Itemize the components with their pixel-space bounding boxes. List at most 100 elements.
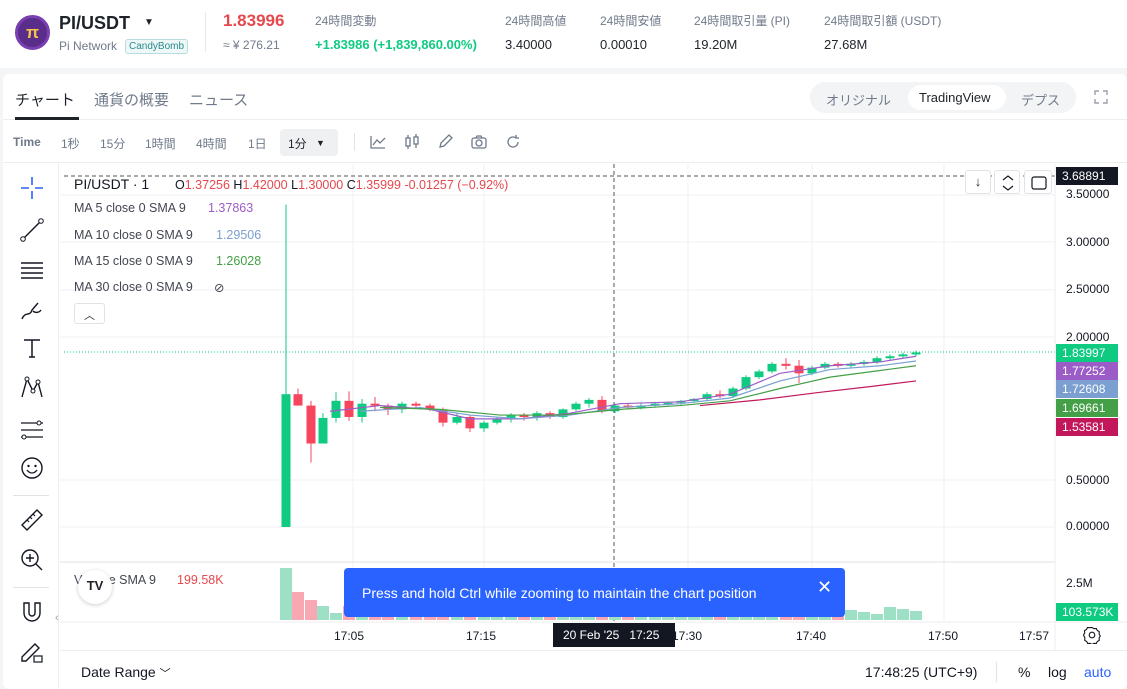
moving-averages [329,355,917,420]
fullscreen-icon[interactable] [1093,89,1109,105]
magnet-icon[interactable] [19,599,45,625]
candle-body [306,405,316,444]
collapse-legend-icon[interactable]: ︿ [74,303,105,324]
fib-icon[interactable] [19,417,45,443]
pair-name[interactable]: PI/USDT [59,13,131,33]
candles [281,204,921,527]
network-name: Pi Network [59,39,118,53]
divider [205,12,206,52]
lock-pencil-icon[interactable] [19,639,45,665]
candle-body [584,399,594,404]
candle-body [357,403,367,417]
candle-body [872,358,882,362]
caret-down-icon[interactable]: ▼ [316,138,325,148]
interval-1h[interactable]: 1時間 [145,137,176,151]
ma15-label[interactable]: MA 15 close 0 SMA 9 [74,254,193,268]
date-range-button[interactable]: Date Range ﹀ [81,664,171,680]
candle-body [293,394,303,406]
interval-1s[interactable]: 1秒 [61,137,80,151]
divider [996,662,997,682]
chevron-left-icon[interactable]: ‹ [55,612,59,624]
volume-bar [845,610,857,620]
panel-tabs: チャート 通貨の概要 ニュース オリジナル TradingView デプス [3,74,1127,120]
interval-4h[interactable]: 4時間 [196,137,227,151]
divider [13,495,49,496]
text-icon[interactable] [19,335,45,361]
candle-body [663,402,673,405]
close-icon[interactable]: ✕ [817,577,833,597]
price-tick: 0.50000 [1066,473,1110,487]
stat-label-high: 24時間高値 [505,14,567,28]
tradingview-logo[interactable]: TV [78,570,112,604]
tab-news[interactable]: ニュース [189,92,249,109]
zoom-in-icon[interactable] [19,547,45,573]
line-chart-icon[interactable] [369,134,387,150]
chart-toolbar: Time 1秒 15分 1時間 4時間 1日 1分 ▼ [3,121,1127,163]
tab-chart[interactable]: チャート [15,92,75,109]
collapse-icon[interactable] [994,170,1020,194]
arrow-down-icon[interactable]: ↓ [965,170,991,194]
emoji-icon[interactable] [19,455,45,481]
time-tick: 17:57 [1019,629,1050,643]
trendline-icon[interactable] [19,217,45,243]
candybomb-tag[interactable]: CandyBomb [125,39,189,54]
log-toggle[interactable]: log [1048,664,1067,680]
candle-body [479,422,489,429]
candle-body [898,354,908,357]
settings-icon[interactable] [1082,626,1101,646]
candle-body [807,367,817,374]
candle-body [438,409,448,423]
candle-body [846,363,856,366]
candle-body [465,416,475,429]
time-tick: 17:40 [796,629,827,643]
camera-icon[interactable] [470,134,488,150]
interval-time[interactable]: Time [13,135,41,149]
clock[interactable]: 17:48:25 (UTC+9) [865,664,978,680]
pencil-icon[interactable] [437,134,455,150]
interval-15m[interactable]: 15分 [100,137,126,151]
pattern-icon[interactable] [19,375,45,401]
candle-body [571,403,581,410]
view-tradingview[interactable]: TradingView [919,90,991,105]
candle-body [492,418,502,423]
candle-body [767,363,777,372]
reset-scale-icon[interactable] [1024,170,1052,194]
interval-1d[interactable]: 1日 [248,137,267,151]
ma10-label[interactable]: MA 10 close 0 SMA 9 [74,228,193,242]
ruler-icon[interactable] [19,507,45,533]
volume-bar [292,592,304,620]
divider [354,133,355,151]
candle-body [331,400,341,418]
volume-bar [753,614,765,620]
view-mode-switch: オリジナル TradingView デプス [810,82,1076,113]
reset-icon[interactable] [504,134,522,150]
ma15-value: 1.26028 [216,254,262,268]
ma30-label[interactable]: MA 30 close 0 SMA 9 [74,280,193,294]
volume-bar [396,614,408,620]
crosshair-icon[interactable] [19,175,45,201]
percent-toggle[interactable]: % [1018,664,1031,680]
ma5-value: 1.37863 [208,201,254,215]
volume-value: 199.58K [177,573,224,587]
candle-body [754,371,764,378]
tab-overview[interactable]: 通貨の概要 [94,92,170,109]
caret-down-icon[interactable]: ▼ [144,17,154,28]
stat-value-change: +1.83986 (+1,839,860.00%) [315,37,477,52]
interval-highlight [280,129,338,156]
chart-grid [60,164,1055,622]
auto-toggle[interactable]: auto [1084,664,1112,680]
view-original[interactable]: オリジナル [826,93,892,108]
time-tick: 17:30 [672,629,703,643]
legend-symbol[interactable]: PI/USDT · 1 [74,176,150,192]
interval-selected[interactable]: 1分 [288,137,307,151]
view-depth[interactable]: デプス [1021,93,1061,108]
ma5-label[interactable]: MA 5 close 0 SMA 9 [74,201,186,215]
brush-icon[interactable] [19,297,45,323]
price-tick: 3.50000 [1066,187,1110,201]
last-price-tag: 1.83997 [1056,344,1118,362]
view-mode-highlight [908,85,1006,110]
ma-line [699,380,917,407]
stat-label-turnover: 24時間取引額 (USDT) [824,14,942,28]
horizontal-lines-icon[interactable] [19,257,45,283]
candles-icon[interactable] [403,134,421,150]
